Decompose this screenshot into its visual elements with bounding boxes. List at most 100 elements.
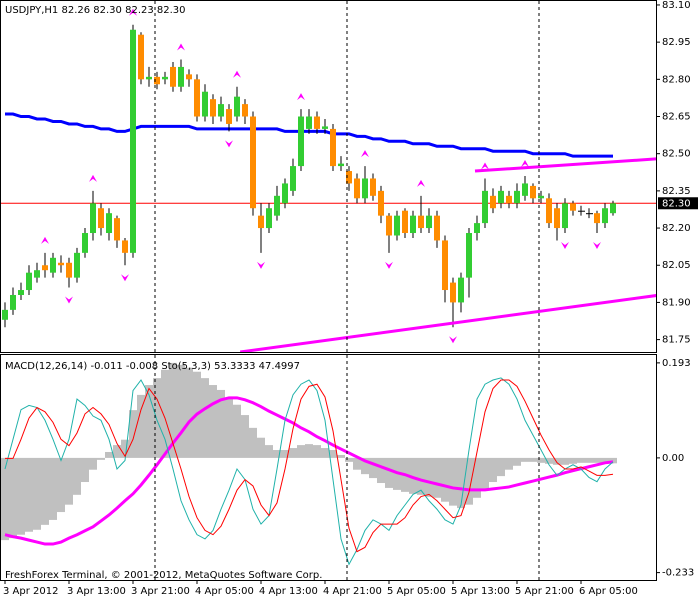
macd-bar [337, 454, 345, 458]
candle-body [106, 213, 112, 234]
candle-body [162, 76, 168, 80]
candle-body [410, 215, 416, 234]
macd-bar [257, 437, 265, 458]
macd-bar [329, 450, 337, 458]
candle-body [314, 116, 320, 129]
candle-body [2, 309, 8, 320]
macd-bar [241, 415, 249, 458]
macd-bar [81, 457, 89, 483]
macd-bar [289, 448, 297, 458]
candle-body [594, 213, 600, 224]
fractal-up [89, 174, 97, 182]
candle-body [450, 282, 456, 303]
candle-body [522, 183, 528, 196]
candle-body [554, 208, 560, 229]
x-tick-label: 6 Apr 05:00 [579, 586, 638, 597]
fractal-down [385, 261, 393, 269]
macd-bar [425, 457, 433, 497]
candle-body [290, 166, 296, 191]
x-tick-label: 4 Apr 05:00 [195, 586, 254, 597]
price-label: 82.30 [662, 198, 691, 209]
macd-bar [65, 457, 73, 505]
candle-body [66, 262, 72, 278]
candle-body [490, 195, 496, 209]
macd-bar [33, 457, 41, 530]
y-tick-label: 0.193 [662, 358, 691, 369]
macd-bar [457, 457, 465, 509]
y-tick-label: 82.95 [662, 37, 691, 48]
candle-body [562, 203, 568, 229]
macd-bar [545, 457, 553, 464]
candle-body [442, 240, 448, 291]
macd-bar [169, 362, 177, 458]
candle-body [138, 34, 144, 80]
y-tick-label: 81.75 [662, 335, 691, 346]
candle-body [146, 76, 152, 80]
y-tick-label: -0.233 [662, 568, 694, 579]
macd-bar [489, 457, 497, 483]
candle-body [538, 195, 544, 199]
candle-body [250, 116, 256, 209]
candle-body [322, 126, 328, 129]
macd-bar [585, 457, 593, 463]
candle-body [82, 233, 88, 253]
fractal-up [233, 70, 241, 78]
x-tick-label: 4 Apr 13:00 [259, 586, 318, 597]
macd-bar [609, 457, 617, 464]
macd-bar [177, 364, 185, 458]
candle-body [186, 74, 192, 80]
macd-bar [105, 451, 113, 458]
stochastic-line [5, 379, 614, 553]
fractal-down [449, 336, 457, 344]
candle-body [466, 233, 472, 278]
chart-title: USDJPY,H1 82.26 82.30 82.23 82.30 [5, 5, 186, 16]
y-tick-label: 0.00 [662, 453, 684, 464]
macd-bar [17, 457, 25, 535]
macd-bar [537, 457, 545, 463]
macd-bar [353, 457, 361, 470]
candle-body [26, 272, 32, 291]
candle-body [418, 215, 424, 229]
fractal-up [297, 93, 305, 101]
macd-signal [4, 396, 614, 546]
candle-body [346, 171, 352, 184]
fractal-down [65, 296, 73, 304]
macd-bar [409, 457, 417, 494]
candle-body [514, 190, 520, 204]
candle-body [210, 99, 216, 117]
stochastic-line [4, 377, 614, 566]
macd-bar [369, 457, 377, 479]
macd-bar [561, 457, 569, 465]
macd-bar [57, 457, 65, 513]
candle-body [274, 195, 280, 216]
macd-bar [385, 457, 393, 488]
macd-bar [497, 457, 505, 477]
candle-body [170, 66, 176, 87]
price-frame [0, 0, 657, 353]
candle-body [154, 76, 160, 85]
candle-body [338, 163, 344, 167]
candle-body [34, 270, 40, 278]
macd-bar [137, 394, 145, 458]
x-tick-label: 3 Apr 13:00 [67, 586, 126, 597]
candle-body [434, 215, 440, 241]
fractal-up [481, 162, 489, 170]
macd-bar [441, 457, 449, 502]
macd-bar [89, 457, 97, 470]
candle-body [482, 190, 488, 224]
x-tick-label: 5 Apr 21:00 [515, 586, 574, 597]
x-tick-label: 5 Apr 13:00 [451, 586, 510, 597]
candle-body [58, 262, 64, 266]
fractal-up [177, 43, 185, 51]
trendline [474, 157, 656, 173]
macd-bar [129, 410, 137, 458]
candle-body [586, 213, 593, 215]
fractal-down [561, 242, 569, 250]
candle-body [578, 210, 585, 212]
macd-bar [513, 457, 521, 466]
macd-bar [505, 457, 513, 470]
candle-body [370, 178, 376, 196]
y-tick-label: 82.80 [662, 74, 691, 85]
